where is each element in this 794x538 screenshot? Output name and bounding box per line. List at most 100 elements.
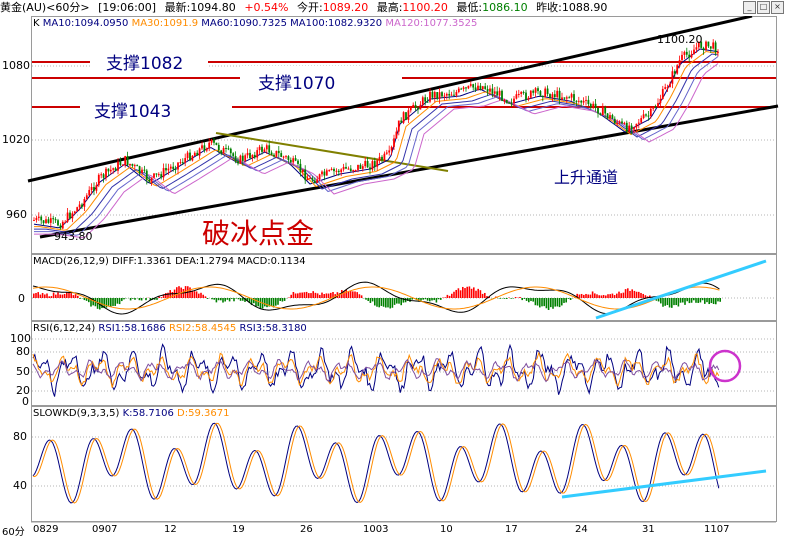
minimize-icon[interactable]: _: [743, 1, 756, 14]
macd-bar: [226, 298, 229, 300]
candle-body: [328, 170, 331, 172]
macd-bar: [198, 293, 200, 298]
candle-body: [573, 94, 575, 101]
candle-body: [637, 122, 640, 124]
macd-bar: [462, 286, 464, 298]
macd-bar: [440, 298, 442, 300]
candle-body: [313, 180, 316, 183]
candle-body: [299, 163, 302, 173]
macd-bar: [70, 293, 72, 298]
macd-bar: [171, 291, 174, 298]
period-label[interactable]: 60分: [2, 527, 25, 538]
candle-body: [431, 91, 434, 98]
kd-line: [32, 422, 720, 504]
macd-bar: [367, 298, 369, 301]
candle-body: [217, 144, 220, 151]
macd-bar: [72, 295, 75, 298]
macd-bar: [679, 298, 682, 303]
macd-bar: [349, 290, 352, 298]
candle-body: [179, 162, 182, 164]
candle-body: [652, 107, 655, 109]
x-axis-label: 1107: [704, 524, 730, 535]
macd-bar: [596, 294, 598, 298]
macd-bar: [231, 298, 233, 299]
candle-body: [673, 71, 676, 74]
macd-bar: [605, 295, 607, 298]
macd-bar: [607, 294, 609, 298]
close-icon[interactable]: ×: [771, 1, 784, 14]
open-price: 今开:1089.20: [296, 1, 369, 14]
candle-body: [227, 148, 230, 150]
rsi-y-tick: 20: [16, 384, 30, 397]
macd-bar: [583, 294, 585, 298]
candle-body: [693, 49, 695, 55]
candle-body: [33, 220, 35, 222]
macd-bar: [330, 292, 332, 298]
restore-icon[interactable]: □: [757, 1, 770, 14]
candle-body: [640, 118, 643, 123]
macd-bar: [121, 298, 123, 302]
macd-bar: [506, 298, 508, 299]
macd-bar: [301, 292, 303, 298]
macd-bar: [547, 298, 550, 311]
macd-bar: [50, 296, 53, 298]
candle-body: [371, 161, 374, 170]
macd-bar: [48, 296, 50, 298]
candle-body: [148, 179, 151, 182]
candle-body: [61, 221, 64, 229]
candle-body: [457, 88, 460, 93]
candle-body: [335, 170, 338, 172]
candle-body: [565, 97, 568, 99]
macd-bar: [429, 298, 431, 302]
support-1070-label: 支撑1070: [258, 74, 336, 94]
candle-body: [69, 212, 71, 219]
candle-body: [501, 90, 503, 101]
macd-bar: [642, 293, 644, 298]
candle-body: [88, 189, 91, 196]
candle-body: [441, 92, 443, 97]
rsi-y-tick: 80: [16, 345, 30, 358]
macd-bar: [88, 298, 90, 303]
macd-bar: [325, 293, 328, 298]
candle-body: [592, 103, 595, 108]
candle-body: [177, 162, 179, 170]
macd-bar: [74, 294, 77, 298]
candle-body: [625, 122, 628, 132]
candle-body: [534, 88, 537, 93]
macd-bar: [499, 298, 501, 299]
macd-bar: [272, 298, 275, 308]
x-axis-label: 0907: [92, 524, 118, 535]
candle-body: [450, 94, 453, 96]
macd-bar: [202, 294, 204, 298]
candle-body: [659, 98, 662, 104]
macd-bar: [314, 292, 317, 298]
candle-body: [105, 168, 107, 178]
low-marker: 943.80: [54, 230, 93, 243]
candle-body: [189, 152, 191, 161]
candle-body: [376, 160, 379, 167]
macd-bar: [283, 298, 286, 301]
candle-body: [558, 90, 561, 100]
candle-body: [342, 166, 345, 170]
macd-bar: [686, 298, 688, 302]
macd-bar: [646, 296, 649, 298]
macd-bar: [63, 293, 66, 298]
macd-bar: [246, 298, 248, 301]
candle-body: [402, 112, 405, 123]
candle-body: [525, 92, 527, 100]
candle-body: [155, 173, 158, 175]
macd-bar: [536, 298, 539, 306]
symbol-label: 黄金(AU)<60分>: [0, 1, 90, 14]
macd-bar: [145, 298, 147, 301]
candle-body: [486, 88, 489, 92]
candle-body: [93, 187, 95, 191]
candle-body: [707, 41, 710, 47]
macd-bar: [332, 292, 334, 298]
macd-bar: [352, 291, 354, 298]
candle-body: [54, 219, 57, 221]
candle-body: [712, 42, 715, 49]
x-axis-label: 12: [164, 524, 177, 535]
macd-bar: [690, 298, 693, 303]
candle-body: [112, 168, 115, 170]
macd-bar: [712, 298, 715, 305]
